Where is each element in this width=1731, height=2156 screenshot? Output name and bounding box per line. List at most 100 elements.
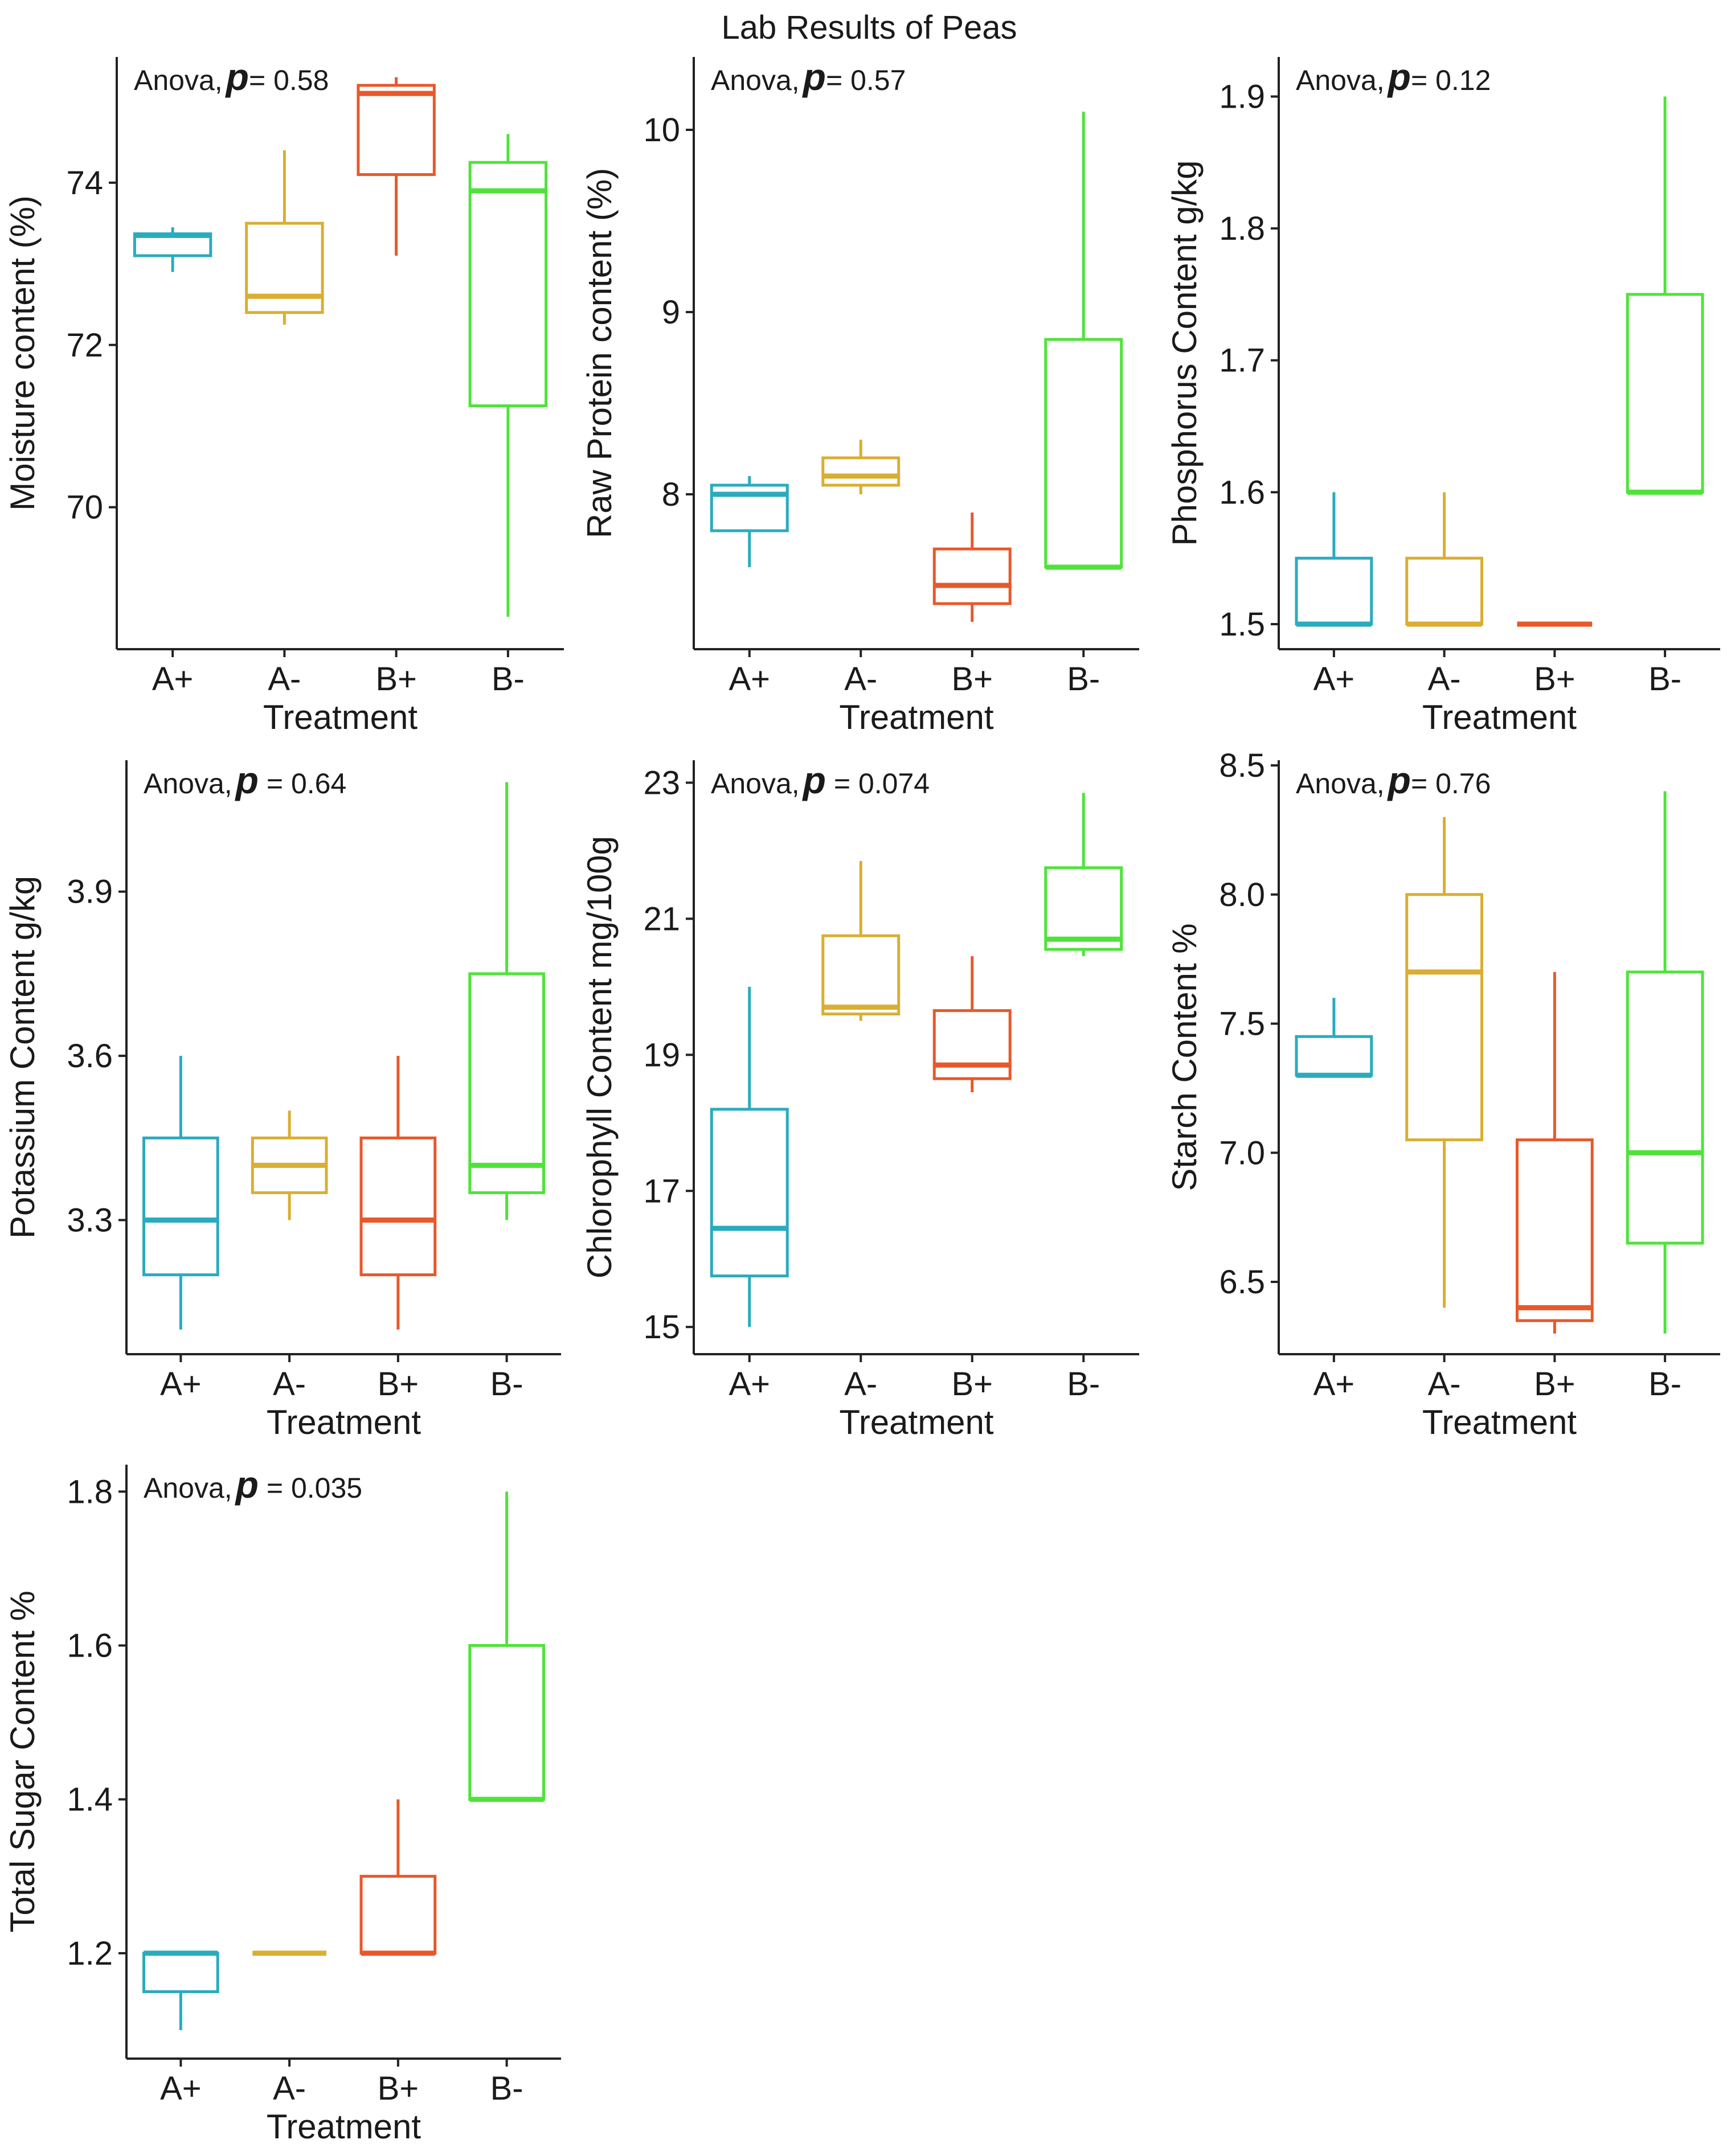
box-rect — [1405, 893, 1483, 1142]
y-tick-label: 1.9 — [1219, 78, 1265, 115]
y-axis-title: Chlorophyll Content mg/100g — [580, 836, 619, 1278]
box-rect — [1044, 866, 1123, 951]
y-tick-label: 3.6 — [67, 1038, 113, 1075]
box-b-minus — [468, 134, 548, 617]
box-rect — [142, 1952, 219, 1993]
y-tick-label: 1.4 — [67, 1781, 113, 1818]
x-tick-label: B+ — [378, 1366, 419, 1403]
box-a-plus — [1295, 998, 1373, 1078]
box-a-plus — [142, 1950, 219, 2031]
x-tick-label: A+ — [729, 1366, 770, 1403]
y-tick-label: 8 — [662, 476, 680, 513]
box-rect — [1516, 1138, 1594, 1322]
box-rect — [357, 84, 436, 177]
y-tick-label: 74 — [66, 165, 103, 202]
box-b-plus — [357, 77, 436, 256]
y-tick-label: 8.0 — [1219, 876, 1265, 913]
x-tick-label: B- — [492, 661, 525, 698]
anova-annotation: Anova,p= 0.58 — [134, 56, 329, 98]
anova-annotation: Anova,p = 0.074 — [711, 759, 930, 801]
y-tick-label: 1.8 — [1219, 210, 1265, 247]
y-tick-label: 10 — [643, 112, 680, 149]
p-symbol: p — [802, 759, 826, 801]
box-b-minus — [1626, 791, 1704, 1334]
p-value: = 0.58 — [249, 64, 329, 96]
y-axis-title: Moisture content (%) — [3, 195, 42, 511]
anova-annotation: Anova,p = 0.035 — [144, 1464, 362, 1506]
box-rect — [359, 1875, 437, 1955]
x-tick-label: A- — [273, 1366, 306, 1403]
y-tick-label: 7.5 — [1219, 1006, 1265, 1043]
anova-prefix: Anova, — [144, 768, 232, 800]
y-axis-title: Total Sugar Content % — [3, 1591, 42, 1932]
box-a-plus — [1295, 492, 1373, 627]
figure-title: Lab Results of Peas — [721, 9, 1017, 46]
box-rect — [468, 972, 545, 1194]
box-rect — [932, 547, 1012, 605]
box-rect — [821, 456, 901, 487]
x-tick-label: B- — [490, 2070, 523, 2107]
box-rect — [1626, 293, 1704, 494]
box-b-plus — [932, 513, 1012, 622]
x-tick-label: A+ — [729, 661, 770, 698]
anova-prefix: Anova, — [711, 64, 800, 96]
panels: 70 72 74 A+ A- B+ B- Treatment Moisture content … — [3, 56, 1720, 2146]
x-tick-label: A+ — [1313, 1366, 1355, 1403]
y-tick-label: 17 — [643, 1173, 680, 1210]
box-rect — [468, 161, 548, 408]
box-b-minus — [1626, 96, 1704, 495]
x-tick-label: A- — [844, 661, 877, 698]
anova-annotation: Anova,p= 0.12 — [1296, 56, 1491, 98]
box-rect — [1405, 556, 1483, 626]
x-tick-label: B- — [1648, 661, 1681, 698]
x-axis-title: Treatment — [839, 1403, 994, 1441]
x-tick-label: A+ — [160, 2070, 202, 2107]
box-rect — [245, 222, 324, 314]
box-rect — [1044, 338, 1123, 569]
y-tick-label: 1.5 — [1219, 606, 1265, 643]
x-tick-label: B+ — [375, 661, 417, 698]
y-tick-label: 1.7 — [1219, 342, 1265, 379]
x-tick-label: B+ — [1534, 661, 1576, 698]
y-axis-title: Potassium Content g/kg — [3, 876, 42, 1239]
anova-prefix: Anova, — [711, 768, 800, 800]
anova-prefix: Anova, — [1296, 768, 1385, 800]
x-axis-title: Treatment — [263, 698, 418, 736]
x-tick-label: B+ — [951, 661, 993, 698]
x-tick-label: A- — [1428, 1366, 1461, 1403]
box-rect — [710, 1108, 789, 1278]
anova-annotation: Anova,p= 0.57 — [711, 56, 906, 98]
chart-panel-1: 70 72 74 A+ A- B+ B- Treatment Moisture content … — [3, 56, 564, 736]
x-tick-label: B- — [490, 1366, 523, 1403]
x-tick-label: A+ — [152, 661, 194, 698]
x-tick-label: A+ — [1313, 661, 1355, 698]
box-b-minus — [468, 1491, 545, 1802]
x-tick-label: B+ — [378, 2070, 419, 2107]
x-tick-label: B+ — [1534, 1366, 1576, 1403]
p-value: = 0.57 — [826, 64, 906, 96]
box-b-plus — [932, 956, 1012, 1093]
p-value: = 0.76 — [1411, 768, 1491, 800]
box-b-minus — [1044, 112, 1123, 570]
box-rect — [932, 1009, 1012, 1080]
box-rect — [142, 1136, 219, 1277]
x-tick-label: B- — [1067, 1366, 1100, 1403]
box-b-plus — [359, 1799, 437, 1956]
box-a-minus — [821, 860, 901, 1021]
y-tick-label: 1.2 — [67, 1935, 113, 1972]
y-tick-label: 3.9 — [67, 874, 113, 911]
x-tick-label: B+ — [951, 1366, 993, 1403]
y-tick-label: 1.6 — [67, 1627, 113, 1664]
x-axis-title: Treatment — [839, 698, 994, 736]
box-rect — [1626, 970, 1704, 1245]
box-a-minus — [821, 440, 901, 494]
y-tick-label: 72 — [66, 327, 103, 364]
x-tick-label: B- — [1067, 661, 1100, 698]
x-tick-label: B- — [1648, 1366, 1681, 1403]
p-symbol: p — [235, 1464, 259, 1506]
chart-panel-4: 3.3 3.6 3.9 A+ A- B+ B- Treatment Potassium Cont… — [3, 759, 561, 1441]
x-tick-label: A+ — [160, 1366, 202, 1403]
p-symbol: p — [1387, 759, 1411, 801]
y-tick-label: 1.8 — [67, 1473, 113, 1510]
